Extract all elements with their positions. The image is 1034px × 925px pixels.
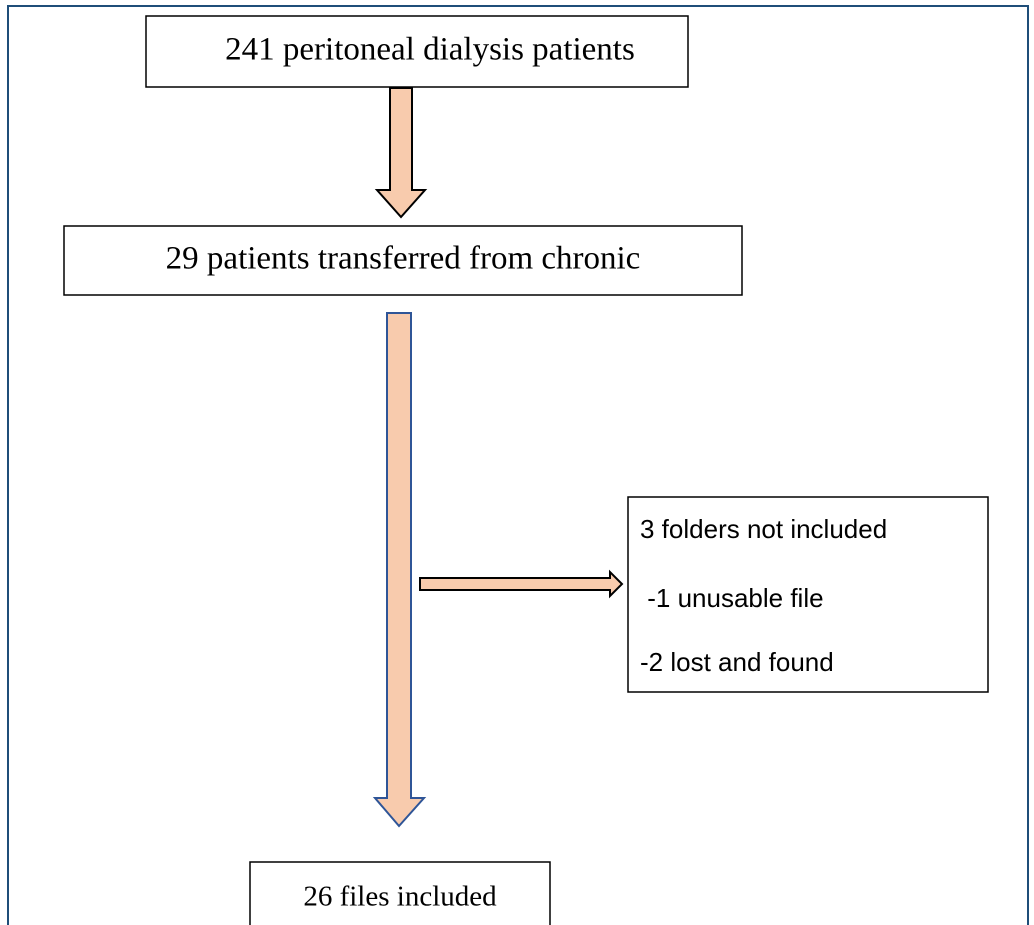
arrow xyxy=(419,569,624,599)
box xyxy=(249,861,551,925)
box-line: 3 folders not included xyxy=(640,514,887,544)
frame xyxy=(7,5,1029,925)
box xyxy=(627,496,989,693)
box-line: -2 lost and found xyxy=(640,647,834,677)
arrow xyxy=(372,312,427,828)
box xyxy=(145,15,689,88)
box-label: 29 patients transferred from chronic xyxy=(166,241,641,277)
arrow xyxy=(374,87,428,219)
box-label: 26 files included xyxy=(303,881,497,913)
box xyxy=(63,225,743,296)
box-line: -1 unusable file xyxy=(640,583,824,613)
box-label: 241 peritoneal dialysis patients xyxy=(225,32,635,68)
